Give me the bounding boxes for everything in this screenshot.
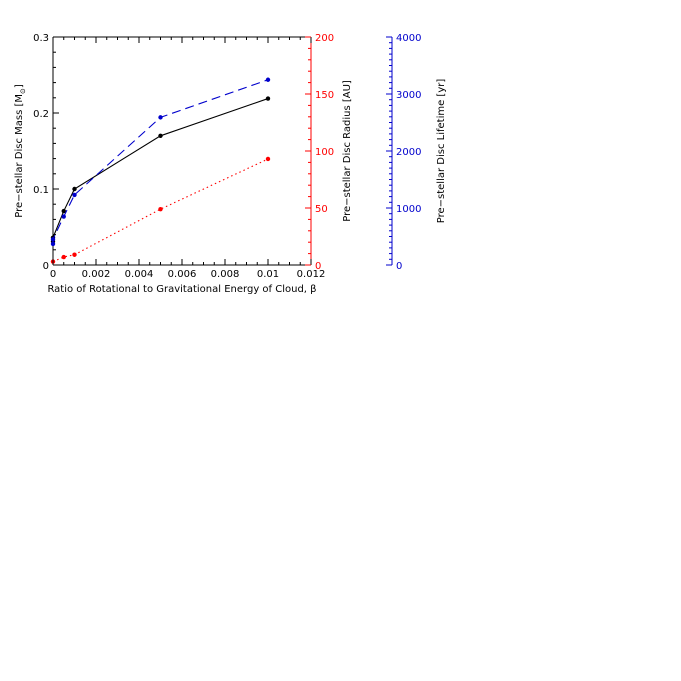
radius-tick-label: 100 xyxy=(315,147,334,158)
lifetime-tick-label: 2000 xyxy=(396,147,421,158)
lifetime-data-point xyxy=(265,77,271,82)
x-tick-label: 0.002 xyxy=(82,269,111,280)
mass-tick-label: 0 xyxy=(43,261,49,272)
mass-data-point xyxy=(61,208,66,214)
mass-axis-title-end: ] xyxy=(14,84,25,88)
radius-data-point xyxy=(265,156,271,162)
lifetime-data-point xyxy=(61,214,66,219)
lifetime-tick-label: 0 xyxy=(396,261,402,272)
x-tick-label: 0.01 xyxy=(257,269,279,280)
lifetime-data-point xyxy=(50,241,56,247)
tick-layer: 0 0.002 0.004 0.006 0.008 0.01 0.01200.10.20.3… xyxy=(33,33,421,280)
radius-tick-label: 200 xyxy=(315,33,334,44)
mass-tick-label: 0.3 xyxy=(33,33,49,44)
radius-data-point xyxy=(158,206,163,212)
lifetime-axis-title: Pre−stellar Disc Lifetime [yr] xyxy=(436,79,447,224)
lifetime-data-point xyxy=(158,115,163,120)
x-tick-label: 0.006 xyxy=(168,269,197,280)
mass-data-point xyxy=(265,96,271,101)
x-tick-label: 0.008 xyxy=(211,269,240,280)
mass-axis-title-subscript: ⊙ xyxy=(19,88,27,94)
lifetime-data-point xyxy=(72,192,77,198)
mass-axis-title: Pre−stellar Disc Mass [M⊙] xyxy=(14,84,27,218)
lifetime-series-line xyxy=(52,79,269,244)
radius-tick-label: 0 xyxy=(315,261,321,272)
radius-axis-title: Pre−stellar Disc Radius [AU] xyxy=(342,80,353,222)
x-tick-label: 0 xyxy=(50,269,56,280)
radius-data-point xyxy=(61,254,66,260)
lifetime-tick-label: 1000 xyxy=(396,204,421,215)
radius-tick-label: 50 xyxy=(315,204,328,215)
radius-tick-label: 150 xyxy=(315,90,334,101)
mass-tick-label: 0.1 xyxy=(33,185,49,196)
mass-axis-title-main: Pre−stellar Disc Mass [M xyxy=(14,94,25,218)
x-axis-title: Ratio of Rotational to Gravitational Ene… xyxy=(47,284,316,295)
x-tick-label: 0.004 xyxy=(125,269,154,280)
mass-data-point xyxy=(158,133,163,138)
x-tick-label: 0.012 xyxy=(297,269,326,280)
mass-series-line xyxy=(52,98,269,242)
series-layer xyxy=(50,77,271,264)
mass-tick-label: 0.2 xyxy=(33,109,49,120)
lifetime-data-point xyxy=(50,237,56,242)
lifetime-tick-label: 3000 xyxy=(396,90,421,101)
mass-data-point xyxy=(72,186,77,192)
lifetime-tick-label: 4000 xyxy=(396,33,421,44)
radius-data-point xyxy=(72,252,77,257)
